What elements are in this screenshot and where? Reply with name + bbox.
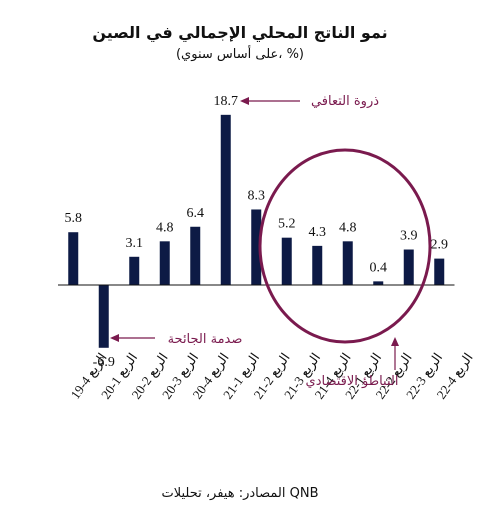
chart-subtitle: (على أساس سنوي، %): [176, 45, 304, 62]
bar: [403, 249, 414, 285]
bar-value-label: 2.9: [431, 238, 449, 253]
source-note: المصادر: هيفر، تحليلات QNB: [161, 486, 318, 501]
bar-value-label: 3.9: [400, 229, 418, 244]
bar: [251, 209, 262, 285]
bar: [129, 256, 140, 285]
bar: [312, 245, 323, 285]
bar-value-label: -6.9: [93, 355, 115, 370]
bar-value-label: 0.4: [370, 260, 388, 275]
bar-value-label: 4.8: [156, 220, 174, 235]
shock-annotation: صدمة الجائحة: [168, 332, 243, 347]
bars-layer: [68, 114, 445, 348]
slowdown-arrow: [391, 337, 399, 370]
bar-value-label: 18.7: [214, 94, 239, 109]
bar: [434, 258, 445, 285]
shock-arrow: [110, 334, 155, 342]
bar: [373, 281, 384, 285]
slowdown-highlight-circle: [258, 148, 432, 344]
bar-value-label: 8.3: [248, 188, 266, 203]
bar-value-label: 4.8: [339, 220, 357, 235]
bar-value-label: 4.3: [309, 225, 327, 240]
peak-arrow: [240, 97, 300, 105]
bar: [68, 232, 79, 285]
bar: [342, 241, 353, 285]
bar: [159, 241, 170, 285]
bar: [220, 114, 231, 285]
slowdown-annotation: التباطؤ الاقتصادي: [306, 374, 399, 389]
bar-value-label: 5.8: [65, 211, 83, 226]
value-labels-layer: 5.8 -6.9 3.1 4.8 6.4 18.7 8.3 5.2 4.3 4.8 0.4 3.9 2.…: [65, 94, 449, 370]
peak-annotation: ذروة التعافي: [311, 94, 379, 109]
bar: [281, 237, 292, 285]
bar-value-label: 3.1: [126, 236, 144, 251]
bar-value-label: 6.4: [187, 206, 205, 221]
bar: [190, 226, 201, 285]
chart-title: نمو الناتج المحلي الإجمالي في الصين: [92, 23, 387, 43]
bar: [98, 285, 109, 348]
bar-value-label: 5.2: [278, 217, 296, 232]
